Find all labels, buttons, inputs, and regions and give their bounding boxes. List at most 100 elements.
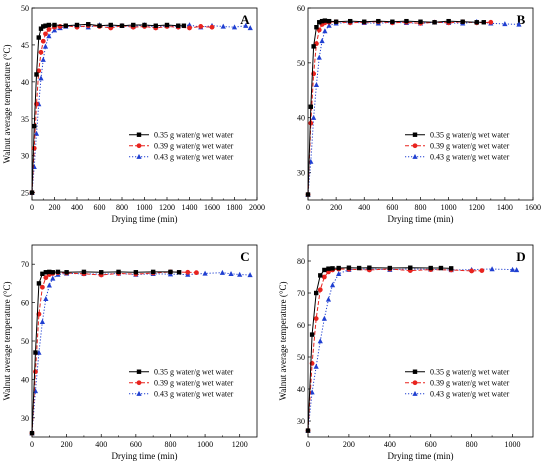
data-point [313,363,319,369]
data-point [43,295,49,301]
x-tick-label: 200 [343,440,355,449]
data-point [336,265,341,271]
data-point [228,271,234,276]
y-tick-label: 35 [21,115,29,124]
data-point [321,315,327,321]
series-2 [29,269,199,436]
data-point [326,18,332,24]
data-point [308,104,314,109]
data-point [43,275,49,281]
data-point [36,281,42,286]
legend-marker [412,390,418,396]
series-3 [305,266,520,433]
data-point [516,21,522,27]
data-point [116,269,121,275]
data-point [194,270,199,276]
data-point [313,316,319,321]
data-point [390,19,395,24]
legend-marker [136,390,142,396]
x-axis-title: Drying time (min) [388,214,454,224]
x-tick-label: 1000 [441,203,457,212]
plot-frame [307,244,534,438]
y-tick-label: 45 [21,41,29,50]
x-tick-label: 400 [384,440,396,449]
data-point [314,25,319,30]
legend-label: 0.39 g water/g wet water [430,379,510,388]
data-point [448,266,454,271]
x-tick-label: 2000 [249,203,265,212]
data-point [247,25,253,31]
series-2 [305,19,494,197]
y-tick-label: 30 [297,417,305,426]
x-tick-label: 1000 [505,440,521,449]
data-point [428,265,433,271]
data-point [509,266,516,272]
data-point [33,130,40,136]
data-point [41,24,46,29]
data-point [108,22,113,28]
data-point [86,22,91,27]
data-point [418,19,423,24]
series-line [307,21,491,195]
data-point [469,268,475,274]
data-point [133,270,139,275]
series-line [307,21,519,195]
x-tick-label: 400 [71,203,83,212]
legend: 0.35 g water/g wet water 0.39 g water/g w… [405,131,510,162]
data-point [74,22,80,28]
chart-panel-b: 0 200 400 600 800 1000 1200 1400 1600 30 40 50 60 Dry… [297,4,541,224]
data-point [33,350,38,355]
legend: 0.35 g water/g wet water 0.39 g water/g w… [129,368,234,399]
data-point [387,265,393,271]
x-tick-label: 1000 [197,440,213,449]
x-tick-label: 1600 [204,203,220,212]
data-point [474,20,479,25]
data-point [29,430,35,436]
y-tick-label: 40 [297,114,305,123]
data-point [317,20,322,25]
legend-label: 0.43 g water/g wet water [154,390,234,399]
x-tick-label: 1000 [137,203,153,212]
data-point [209,24,215,30]
data-point [488,19,494,25]
legend-label: 0.39 g water/g wet water [430,142,510,151]
data-point [376,18,381,24]
data-point [39,284,45,290]
x-tick-label: 1800 [227,203,243,212]
legend-label: 0.35 g water/g wet water [430,368,510,377]
data-point [305,428,311,433]
chart-panel-a: 0 200 400 600 800 1000 1200 1400 1600 1800 2000 25 3… [2,4,265,224]
data-point [36,68,42,74]
y-tick-label: 50 [21,337,29,346]
data-point [46,282,52,288]
data-point [176,270,182,275]
series-line [31,271,197,434]
data-point [308,120,314,126]
data-point [46,27,52,32]
y-axis-title: Walnut average temperature (°C) [2,44,12,163]
x-tick-label: 800 [116,203,128,212]
data-point [46,33,52,39]
series-line [31,24,251,193]
x-tick-label: 400 [358,203,370,212]
y-axis-title: Walnut average temperature (°C) [2,281,12,400]
data-point [313,82,320,87]
series-line [31,23,184,193]
data-point [460,19,465,24]
data-point [346,265,352,270]
legend-label: 0.35 g water/g wet water [430,131,510,140]
data-point [336,271,342,276]
data-point [330,266,335,271]
y-tick-label: 50 [297,353,305,362]
series-3 [305,18,522,197]
data-point [40,38,46,44]
data-point [309,332,315,337]
x-tick-label: 600 [425,440,437,449]
data-point [326,22,332,28]
data-point [34,72,39,77]
x-tick-label: 800 [415,203,427,212]
legend-marker [136,380,142,386]
legend-label: 0.35 g water/g wet water [154,131,234,140]
x-tick-label: 0 [306,203,310,212]
